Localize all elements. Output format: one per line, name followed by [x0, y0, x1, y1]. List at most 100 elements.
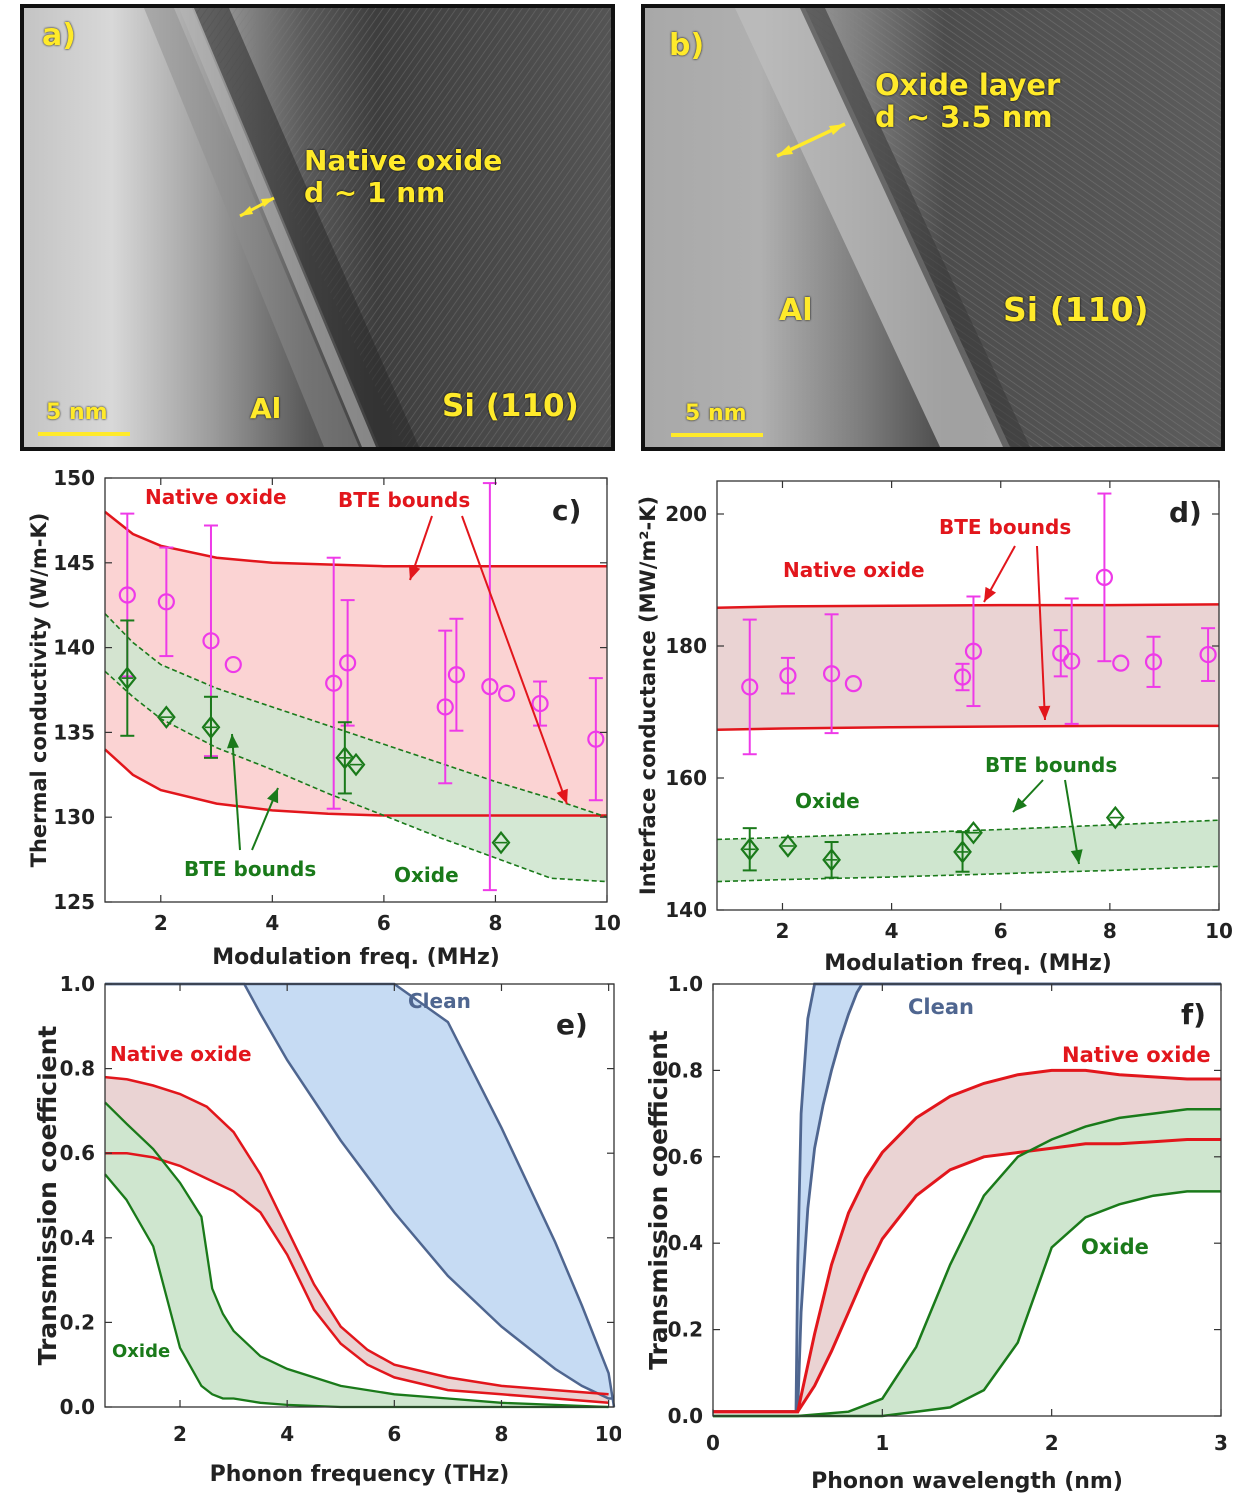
y-tick-label: 0.4 [668, 1231, 703, 1255]
label-oxide: Oxide [112, 1341, 170, 1362]
arrow-bte-oxide-upper-head [226, 734, 239, 749]
y-tick-label: 1.0 [60, 972, 95, 996]
data-point-native-oxide [1144, 653, 1163, 671]
data-point-native-oxide [953, 668, 972, 686]
x-axis-label: Modulation freq. (MHz) [824, 951, 1112, 976]
bte-lower-oxide [716, 865, 1220, 883]
panel-b-thickness-arrow [776, 122, 846, 158]
x-tick-label: 6 [387, 1422, 401, 1446]
panel-a-left-material: Al [250, 392, 282, 425]
data-point-native-oxide [1052, 644, 1070, 662]
bte-upper-native-oxide [716, 603, 1220, 609]
x-tick-label: 8 [1103, 919, 1117, 943]
x-tick-label: 6 [994, 919, 1008, 943]
panel-b-scale-bar [671, 433, 763, 437]
x-tick-label: 2 [173, 1422, 187, 1446]
panel-letter: e) [556, 1008, 588, 1041]
x-tick-label: 10 [595, 1422, 621, 1446]
panel-a-scale-label: 5 nm [46, 400, 108, 425]
data-point-native-oxide [498, 684, 516, 702]
y-tick-label: 180 [665, 634, 707, 658]
y-tick-label: 140 [53, 636, 95, 660]
y-axis-label: Thermal conductivity (W/m-K) [27, 513, 51, 868]
y-tick-label: 0.0 [60, 1395, 95, 1419]
y-tick-label: 0.8 [60, 1057, 95, 1081]
label-oxide: Oxide [394, 863, 459, 887]
bte-lower-native-oxide [104, 748, 607, 817]
data-point-oxide [1105, 805, 1125, 830]
panel-b-left-material: Al [779, 293, 813, 328]
data-point-native-oxide [447, 666, 465, 684]
data-point-native-oxide [1095, 568, 1114, 586]
bte-upper-oxide [716, 819, 1220, 841]
panel-b-letter: b) [669, 28, 705, 63]
y-tick-label: 0.6 [668, 1145, 703, 1169]
y-tick-label: 160 [665, 766, 707, 790]
y-tick-label: 135 [53, 720, 95, 744]
band-clean [105, 984, 614, 1407]
arrow-bte-oxide-upper [231, 733, 241, 851]
arrow-bte-native-upper-head [984, 586, 997, 602]
y-axis-label: Transmission coefficient [644, 1030, 673, 1370]
bte-lower-oxide [104, 670, 608, 883]
label-bte-bounds-bottom: BTE bounds [985, 753, 1117, 777]
y-tick-label: 0.8 [668, 1058, 703, 1082]
x-tick-label: 1 [875, 1431, 889, 1455]
panel-letter: d) [1169, 496, 1202, 529]
chart-panel-f: 0 1 2 3 0.0 0.2 0.4 0.6 0.8 1.0 Phonon wavelength … [644, 972, 1228, 1494]
arrow-bte-native-lower [461, 515, 568, 805]
panel-a-annotation-line2: d ~ 1 nm [304, 176, 446, 209]
curve-native-oxide-upper [104, 1075, 609, 1396]
data-point-oxide [953, 840, 972, 864]
band-native-oxide [105, 1077, 609, 1403]
data-point-native-oxide [1112, 654, 1130, 672]
band-oxide [717, 820, 1219, 882]
y-tick-label: 1.0 [668, 972, 703, 996]
data-point-native-oxide [157, 593, 175, 611]
curve-oxide-upper [104, 1101, 609, 1409]
tem-image-a: a) Native oxide d ~ 1 nm Al Si (110) 5 n… [20, 4, 615, 451]
label-oxide: Oxide [795, 789, 860, 813]
y-tick-label: 0.2 [668, 1318, 703, 1342]
x-tick-label: 2 [776, 919, 790, 943]
data-point-native-oxide [339, 654, 357, 672]
chart-panel-e: 2 4 6 8 10 0.0 0.2 0.4 0.6 0.8 1.0 Phonon frequency… [33, 972, 621, 1487]
panel-a-right-material: Si (110) [442, 388, 579, 424]
curve-clean-lower [105, 982, 614, 1400]
data-point-native-oxide [844, 675, 863, 693]
x-axis-label: Phonon wavelength (nm) [811, 1469, 1123, 1494]
data-point-oxide [491, 830, 511, 855]
x-tick-label: 8 [495, 1422, 509, 1446]
label-native-oxide: Native oxide [783, 558, 925, 582]
y-axis-label: Transmission coefficient [33, 1026, 62, 1366]
panel-a-scale-bar [38, 432, 130, 436]
label-native-oxide: Native oxide [1062, 1043, 1211, 1067]
x-tick-label: 3 [1214, 1431, 1228, 1455]
x-tick-label: 4 [265, 911, 279, 935]
data-point-native-oxide [202, 632, 220, 650]
data-point-native-oxide [741, 678, 759, 696]
band-native-oxide [717, 604, 1219, 730]
x-tick-label: 6 [377, 911, 391, 935]
data-point-native-oxide [325, 674, 343, 692]
data-point-native-oxide [436, 698, 454, 716]
y-tick-label: 0.4 [60, 1226, 95, 1250]
panel-b-annotation-line1: Oxide layer [875, 68, 1061, 102]
data-point-oxide [335, 746, 355, 770]
arrow-bte-oxide-lower-head [1070, 849, 1083, 864]
data-point-oxide [201, 715, 221, 740]
tem-image-a-micrograph [24, 8, 611, 447]
y-tick-label: 145 [53, 551, 95, 575]
panel-a-annotation-line1: Native oxide [304, 144, 503, 177]
x-tick-label: 2 [1045, 1431, 1059, 1455]
arrow-bte-oxide-lower [1064, 779, 1080, 865]
curve-native-oxide-lower [713, 1138, 1221, 1414]
tem-image-b: b) Oxide layer d ~ 3.5 nm Al Si (110) 5 … [641, 4, 1225, 451]
x-tick-label: 8 [488, 911, 502, 935]
x-tick-label: 4 [280, 1422, 294, 1446]
y-tick-label: 125 [53, 890, 95, 914]
arrow-bte-native-lower [1036, 545, 1046, 721]
data-point-native-oxide [822, 665, 841, 683]
data-point-oxide [156, 705, 176, 729]
data-point-native-oxide [779, 667, 797, 685]
